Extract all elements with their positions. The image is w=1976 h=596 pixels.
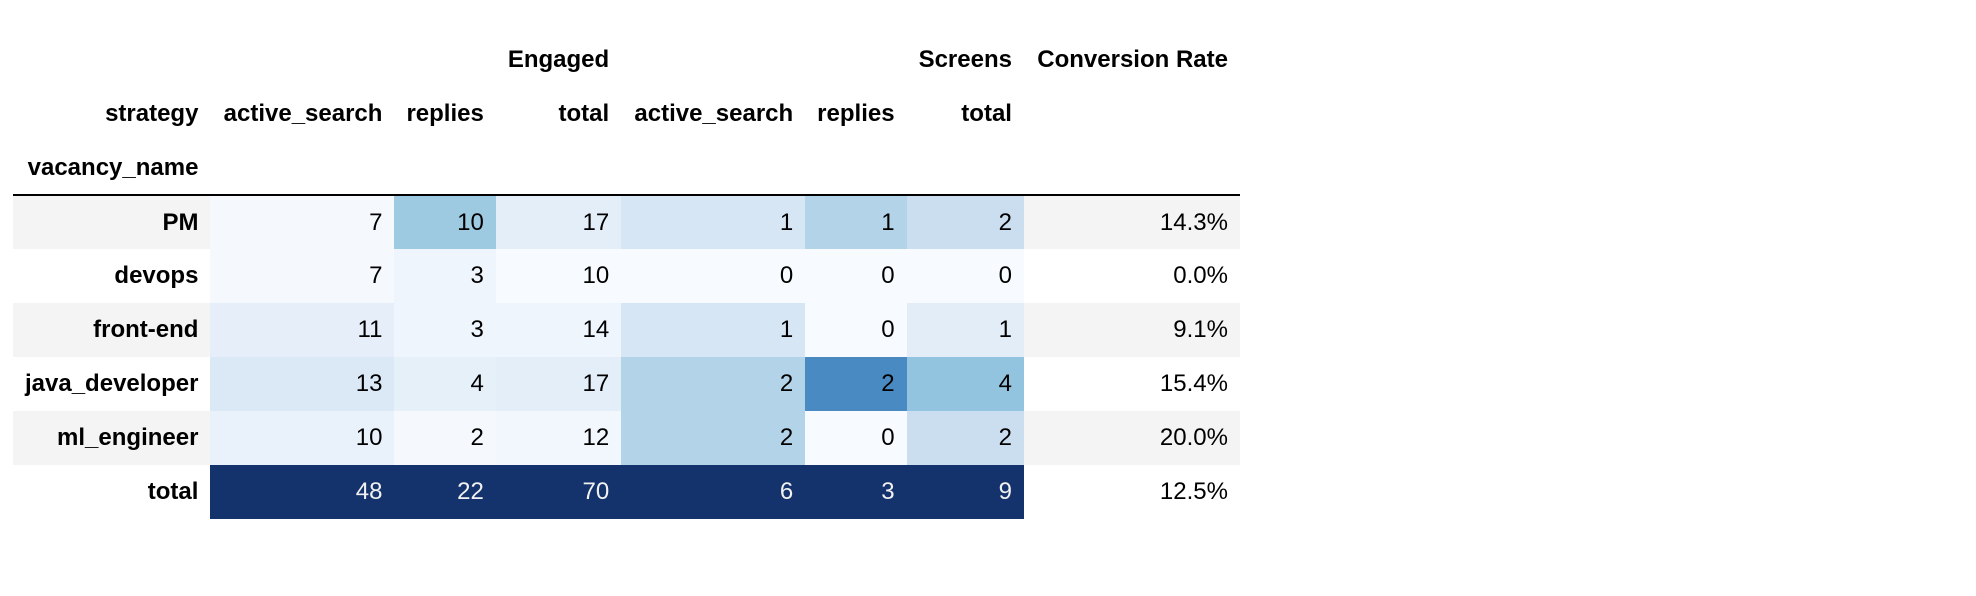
table-cell: 7 bbox=[210, 195, 395, 249]
header-group-conversion-rate: Conversion Rate bbox=[1037, 46, 1228, 73]
header-blank bbox=[394, 33, 495, 87]
header-row-index-name: vacancy_name bbox=[13, 141, 1240, 196]
table-cell: 10 bbox=[495, 249, 622, 303]
table-row: front-end 11 3 14 1 0 1 9.1% bbox=[13, 303, 1240, 357]
row-label: PM bbox=[13, 195, 211, 249]
table-row: PM 7 10 17 1 1 2 14.3% bbox=[13, 195, 1240, 249]
table-row-total: total 48 22 70 6 3 9 12.5% bbox=[13, 465, 1240, 519]
header-blank bbox=[394, 141, 496, 196]
row-label: ml_engineer bbox=[13, 411, 211, 465]
table-cell: 0 bbox=[906, 249, 1024, 303]
columns-level-name: strategy bbox=[105, 100, 199, 127]
table-cell: 0 bbox=[805, 303, 907, 357]
row-label: devops bbox=[114, 262, 199, 289]
row-label: front-end bbox=[13, 303, 211, 357]
table-cell: 2 bbox=[621, 357, 806, 411]
table-cell: 2 bbox=[906, 411, 1024, 465]
table-cell: 2 bbox=[621, 411, 806, 465]
table-cell: 3 bbox=[394, 303, 496, 357]
header-blank bbox=[805, 141, 907, 196]
table-cell: 22 bbox=[394, 465, 496, 519]
header-blank bbox=[210, 33, 394, 87]
header-blank bbox=[1023, 141, 1240, 196]
conversion-rate-cell: 14.3% bbox=[1023, 195, 1240, 249]
table-cell: 1 bbox=[621, 195, 806, 249]
table-row: devops 7 3 10 0 0 0 0.0% bbox=[13, 249, 1240, 303]
conversion-rate-cell: 9.1% bbox=[1023, 303, 1240, 357]
column-header: active_search bbox=[634, 100, 794, 127]
table-cell: 2 bbox=[906, 195, 1024, 249]
header-blank bbox=[210, 141, 395, 196]
table-cell: 3 bbox=[805, 465, 907, 519]
index-name: vacancy_name bbox=[13, 141, 211, 196]
table-cell: 11 bbox=[210, 303, 395, 357]
column-header: total bbox=[961, 100, 1012, 127]
column-header: replies bbox=[406, 100, 484, 127]
table-cell: 4 bbox=[906, 357, 1024, 411]
header-blank bbox=[906, 141, 1024, 196]
table-cell: 0 bbox=[805, 411, 907, 465]
header-blank bbox=[495, 141, 622, 196]
table-cell: 1 bbox=[621, 303, 806, 357]
table-cell: 3 bbox=[394, 249, 496, 303]
conversion-rate-cell: 15.4% bbox=[1159, 370, 1228, 397]
column-header: active_search bbox=[223, 100, 383, 127]
table-cell: 6 bbox=[621, 465, 806, 519]
table-cell: 0 bbox=[805, 249, 907, 303]
table-cell: 10 bbox=[210, 411, 395, 465]
table-cell: 4 bbox=[394, 357, 496, 411]
column-header: total bbox=[558, 100, 610, 127]
header-blank bbox=[621, 141, 806, 196]
table-cell: 7 bbox=[210, 249, 395, 303]
table-cell: 17 bbox=[495, 195, 622, 249]
conversion-rate-cell: 20.0% bbox=[1023, 411, 1240, 465]
table-cell: 13 bbox=[210, 357, 395, 411]
table-cell: 48 bbox=[210, 465, 395, 519]
dataframe-table: Engaged Screens Conversion Rate strategy… bbox=[13, 33, 1240, 519]
table-cell: 17 bbox=[495, 357, 622, 411]
table-cell: 14 bbox=[495, 303, 622, 357]
table-header: Engaged Screens Conversion Rate strategy… bbox=[13, 33, 1240, 196]
conversion-rate-cell: 12.5% bbox=[1159, 478, 1228, 505]
row-label: java_developer bbox=[25, 370, 199, 397]
header-blank bbox=[1024, 87, 1240, 141]
table-cell: 0 bbox=[621, 249, 806, 303]
table-cell: 2 bbox=[805, 357, 907, 411]
table-cell: 1 bbox=[805, 195, 907, 249]
column-header: replies bbox=[817, 100, 895, 127]
row-label: total bbox=[147, 478, 199, 505]
header-blank bbox=[621, 33, 805, 87]
header-row-groups: Engaged Screens Conversion Rate bbox=[13, 33, 1240, 87]
header-group-screens: Screens bbox=[918, 46, 1012, 73]
header-group-engaged: Engaged bbox=[507, 46, 610, 73]
header-row-subcolumns: strategy active_search replies total act… bbox=[13, 87, 1240, 141]
conversion-rate-cell: 0.0% bbox=[1173, 262, 1228, 289]
header-blank bbox=[805, 33, 906, 87]
table-cell: 2 bbox=[394, 411, 496, 465]
header-blank bbox=[13, 33, 210, 87]
table-cell: 10 bbox=[394, 195, 496, 249]
table-row: java_developer 13 4 17 2 2 4 15.4% bbox=[13, 357, 1240, 411]
table-cell: 70 bbox=[495, 465, 622, 519]
table-row: ml_engineer 10 2 12 2 0 2 20.0% bbox=[13, 411, 1240, 465]
table-cell: 1 bbox=[906, 303, 1024, 357]
table-cell: 12 bbox=[495, 411, 622, 465]
table-cell: 9 bbox=[906, 465, 1024, 519]
table-body: PM 7 10 17 1 1 2 14.3% devops 7 3 10 0 0… bbox=[13, 195, 1240, 519]
